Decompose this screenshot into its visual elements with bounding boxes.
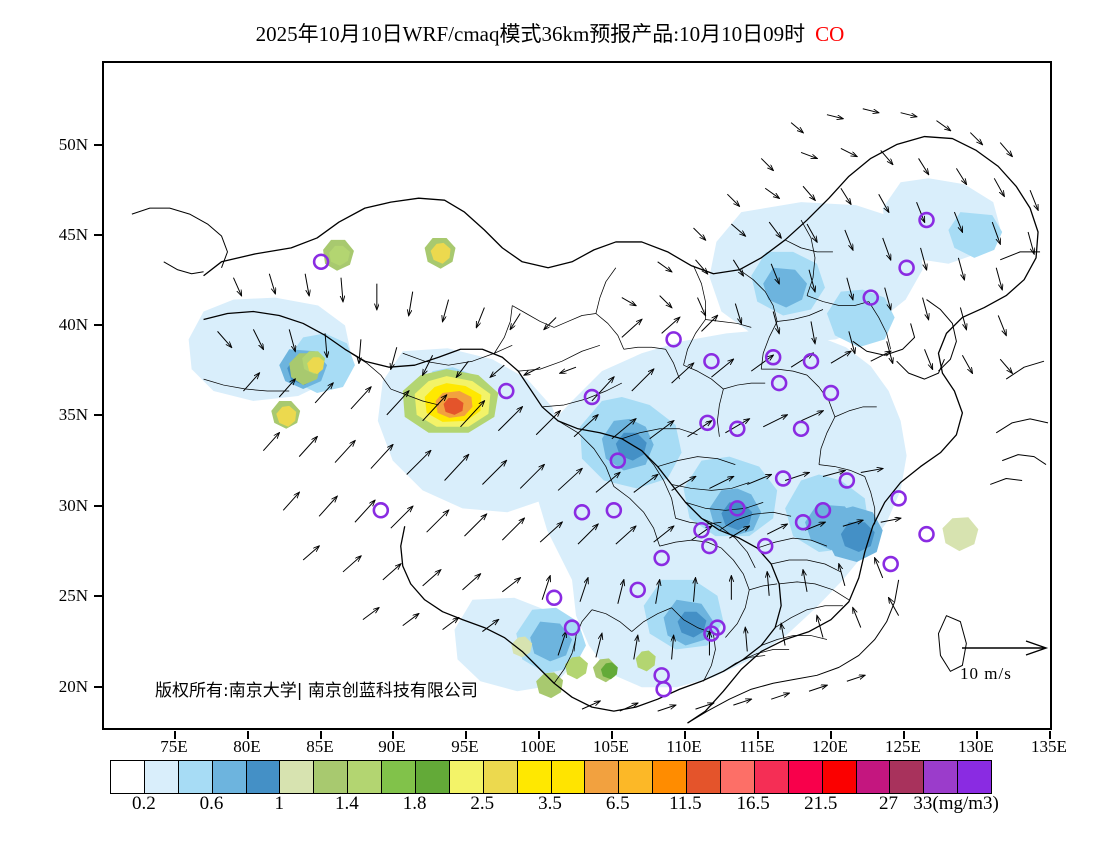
title-text: 2025年10月10日WRF/cmaq模式36km预报产品:10月10日09时 — [255, 22, 806, 46]
title-species: CO — [815, 22, 845, 46]
x-tick — [247, 731, 249, 739]
colorbar-tick-label: 11.5 — [669, 793, 702, 814]
x-tick — [903, 731, 905, 739]
y-axis-label: 50N — [58, 135, 88, 154]
y-tick — [94, 324, 102, 326]
wind-vectors — [217, 108, 1039, 712]
colorbar-cell — [382, 761, 417, 793]
colorbar-cell — [178, 761, 213, 793]
colorbar-cell — [687, 761, 722, 793]
colorbar-cell — [280, 761, 315, 793]
colorbar-tick-label: 0.6 — [199, 793, 224, 814]
x-tick — [1049, 731, 1051, 739]
y-axis-label: 30N — [58, 496, 88, 515]
x-tick — [392, 731, 394, 739]
colorbar-cell — [822, 761, 857, 793]
y-axis-label: 40N — [58, 315, 88, 334]
colorbar-cell — [111, 761, 145, 793]
colorbar-tick-label: 2.5 — [470, 793, 495, 814]
y-axis-label: 25N — [58, 586, 88, 605]
x-axis-label: 85E — [306, 737, 334, 756]
x-axis-label: 95E — [451, 737, 479, 756]
x-tick — [174, 731, 176, 739]
colorbar-cell — [924, 761, 959, 793]
x-axis-label: 135E — [1031, 737, 1067, 756]
x-tick — [538, 731, 540, 739]
y-tick — [94, 595, 102, 597]
x-axis-label: 115E — [739, 737, 775, 756]
city-markers[interactable] — [312, 211, 935, 698]
y-axis-label: 45N — [58, 225, 88, 244]
colorbar-cell — [653, 761, 688, 793]
colorbar-cell — [246, 761, 281, 793]
x-axis-label: 110E — [666, 737, 702, 756]
colorbar-cell — [314, 761, 349, 793]
page-title: 2025年10月10日WRF/cmaq模式36km预报产品:10月10日09时 C… — [0, 18, 1100, 48]
colorbar-cell — [144, 761, 179, 793]
x-tick — [465, 731, 467, 739]
forecast-map — [131, 108, 1049, 724]
x-axis-label: 75E — [160, 737, 188, 756]
y-tick — [94, 144, 102, 146]
colorbar-tick-label: 16.5 — [736, 793, 770, 814]
colorbar-cell — [754, 761, 789, 793]
x-tick — [830, 731, 832, 739]
x-tick — [976, 731, 978, 739]
x-axis-label: 120E — [812, 737, 848, 756]
colorbar-tick-label: 0.2 — [131, 793, 156, 814]
x-axis-label: 80E — [233, 737, 261, 756]
y-axis-label: 35N — [58, 405, 88, 424]
colorbar-cell — [416, 761, 450, 793]
x-axis-label: 100E — [520, 737, 556, 756]
colorbar-cell — [449, 761, 484, 793]
x-tick — [320, 731, 322, 739]
x-tick — [757, 731, 759, 739]
colorbar-cell — [721, 761, 755, 793]
colorbar-cell — [788, 761, 823, 793]
wind-scale-label: 10 m/s — [960, 664, 1012, 683]
colorbar-cell — [619, 761, 654, 793]
y-tick — [94, 686, 102, 688]
colorbar-cell — [348, 761, 383, 793]
x-axis-label: 90E — [378, 737, 406, 756]
colorbar-tick-label: 6.5 — [605, 793, 630, 814]
y-tick — [94, 414, 102, 416]
colorbar-cell — [958, 761, 992, 793]
x-axis-label: 125E — [885, 737, 921, 756]
colorbar-tick-label: 1.8 — [402, 793, 427, 814]
y-axis-label: 20N — [58, 677, 88, 696]
map-plot-area[interactable] — [102, 61, 1052, 730]
colorbar-cell — [517, 761, 552, 793]
colorbar-tick-label: 33(mg/m3) — [913, 793, 999, 814]
copyright-notice: 版权所有:南京大学| 南京创蓝科技有限公司 — [155, 681, 478, 701]
wind-reference-arrow-icon — [962, 640, 1049, 656]
y-tick — [94, 505, 102, 507]
x-tick — [684, 731, 686, 739]
colorbar-cell — [551, 761, 586, 793]
colorbar-tick-label: 3.5 — [538, 793, 562, 814]
x-axis-label: 130E — [958, 737, 994, 756]
colorbar-labels: 0.2 0.6 1 1.4 1.8 2.5 3.5 6.5 11.5 16.5 21.5 27 33(m… — [0, 793, 1100, 819]
wind-scale-legend: 10 m/s — [960, 640, 1070, 684]
colorbar-tick-label: 27 — [878, 793, 898, 814]
colorbar-cell — [212, 761, 247, 793]
concentration-contours — [188, 178, 1003, 699]
x-tick — [611, 731, 613, 739]
colorbar-cell — [483, 761, 518, 793]
colorbar-tick-label: 1.4 — [335, 793, 359, 814]
colorbar-tick-label: 21.5 — [804, 793, 838, 814]
colorbar[interactable] — [110, 760, 992, 794]
colorbar-cell — [890, 761, 925, 793]
colorbar-tick-label: 1 — [274, 793, 284, 814]
colorbar-cell — [856, 761, 891, 793]
y-tick — [94, 234, 102, 236]
colorbar-cell — [585, 761, 620, 793]
x-axis-label: 105E — [593, 737, 629, 756]
